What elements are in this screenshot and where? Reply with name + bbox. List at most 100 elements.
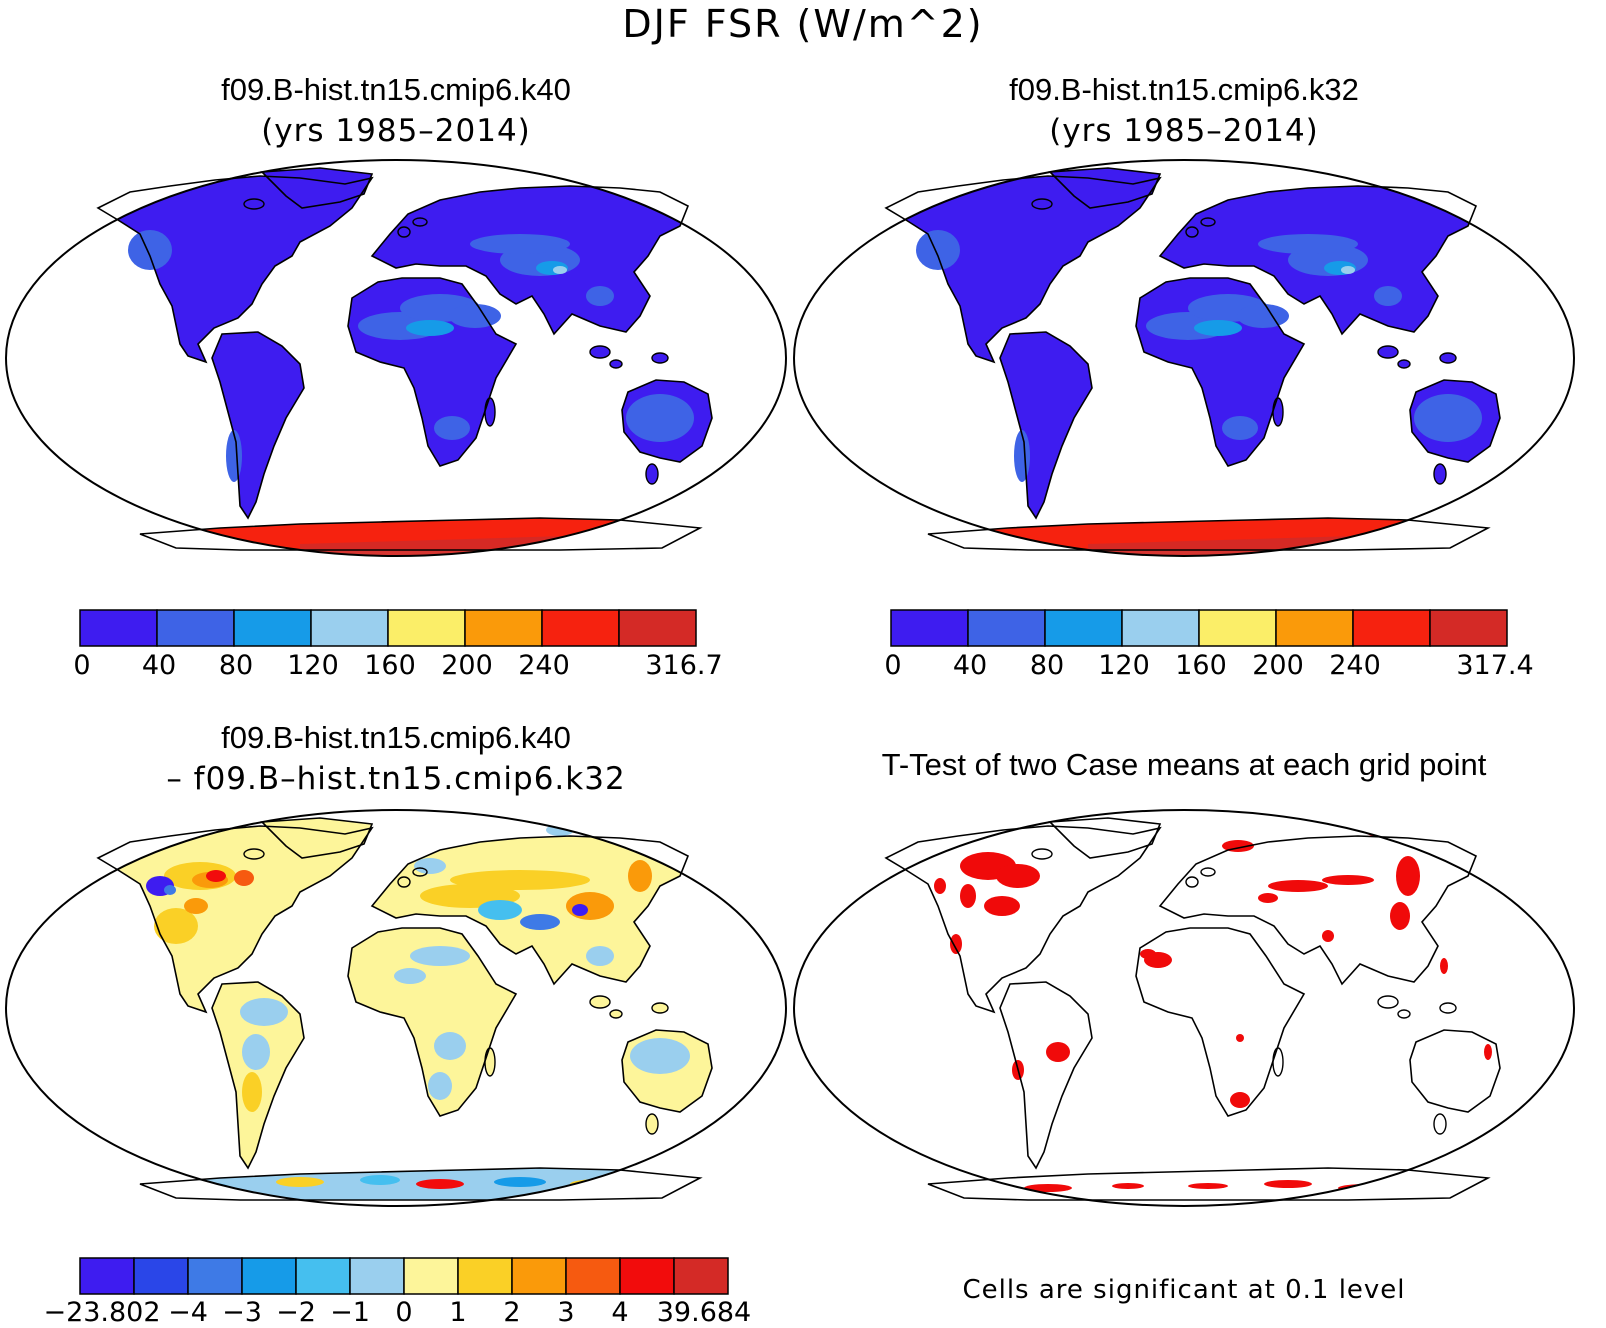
coastline-group xyxy=(96,817,713,1201)
island-coastline xyxy=(243,198,265,210)
colorbar-swatch xyxy=(1121,609,1200,647)
diff-patch xyxy=(414,858,446,874)
map-landmass-group xyxy=(98,818,712,1200)
diff-patch xyxy=(394,968,426,984)
land-southAmerica xyxy=(1000,332,1092,518)
significant-cell xyxy=(1236,1034,1244,1042)
diff-patch xyxy=(630,1038,690,1074)
coastline-southAmerica xyxy=(211,331,305,520)
island-coastline xyxy=(645,1113,659,1135)
island xyxy=(1440,353,1456,363)
island xyxy=(610,1010,622,1018)
map-landmass-group xyxy=(886,818,1500,1200)
island-coastline xyxy=(1185,876,1199,888)
colorbar-swatch xyxy=(619,1257,675,1295)
colorbar-swatch xyxy=(1198,609,1277,647)
colorbar-tick-label: −23.802 xyxy=(43,1297,161,1328)
colorbar-swatch xyxy=(890,609,969,647)
significant-cell xyxy=(996,864,1040,888)
colorbar-swatch xyxy=(241,1257,297,1295)
coastline-australia xyxy=(621,379,713,463)
colorbar-tick-label: 200 xyxy=(441,650,493,681)
colorbar-tick-label: 160 xyxy=(1175,650,1227,681)
island xyxy=(1201,218,1215,226)
island xyxy=(244,849,264,859)
island xyxy=(398,877,410,887)
map-panel2 xyxy=(793,159,1575,557)
diff-patch xyxy=(206,870,226,882)
diff-patch xyxy=(434,1032,466,1060)
colorbar-tick-label: 40 xyxy=(141,650,177,681)
diff-patch xyxy=(566,892,614,920)
island-coastline xyxy=(412,217,428,227)
significant-cell-antarctica xyxy=(1188,1183,1228,1189)
land-australia xyxy=(1410,1030,1500,1112)
island xyxy=(652,353,668,363)
colorbar-panel2 xyxy=(890,609,1508,647)
coastline-antarctica xyxy=(139,517,703,551)
island xyxy=(1378,996,1398,1008)
coastline-northAmerica xyxy=(884,825,1162,1014)
diff-antarctica-patch xyxy=(170,1182,230,1194)
panel2-title: f09.B-hist.tn15.cmip6.k32 xyxy=(1009,72,1359,107)
colorbar-swatch xyxy=(187,1257,243,1295)
colorbar-tick-label: −2 xyxy=(276,1297,316,1328)
coastline-africa xyxy=(1135,927,1306,1117)
island-coastline xyxy=(589,995,611,1009)
fsr-patch xyxy=(1237,304,1289,328)
significant-cell xyxy=(1396,856,1420,896)
island-coastline xyxy=(243,848,265,860)
colorbar-swatch xyxy=(310,609,389,647)
diff-patch xyxy=(410,946,470,966)
diff-patch xyxy=(586,946,614,966)
significant-cell xyxy=(1390,902,1410,930)
colorbar-swatch xyxy=(565,1257,621,1295)
fsr-patch xyxy=(586,286,614,306)
coastline-group xyxy=(884,817,1501,1201)
colorbar-swatch xyxy=(618,609,697,647)
fsr-patch xyxy=(1222,416,1258,440)
colorbar-tick-label: 120 xyxy=(1098,650,1150,681)
island xyxy=(398,227,410,237)
land-northAmerica xyxy=(98,176,372,362)
island-coastline xyxy=(397,226,411,238)
coastline-eurasia xyxy=(1158,835,1478,986)
colorbar-tick-label: 40 xyxy=(952,650,988,681)
colorbar-tick-label: 0 xyxy=(884,650,902,681)
colorbar-swatch xyxy=(673,1257,729,1295)
colorbar-swatch xyxy=(295,1257,351,1295)
coastline-africa xyxy=(347,277,518,467)
fsr-patch xyxy=(434,416,470,440)
significant-cell xyxy=(1440,958,1448,974)
colorbar-swatch xyxy=(1044,609,1123,647)
fsr-patch xyxy=(626,394,694,442)
figure-title: DJF FSR (W/m^2) xyxy=(622,2,984,46)
fsr-patch xyxy=(1258,234,1358,254)
coastline-africa xyxy=(1135,277,1306,467)
coastline-group xyxy=(884,167,1501,551)
island xyxy=(590,996,610,1008)
panel3-title: f09.B-hist.tn15.cmip6.k40 xyxy=(221,720,571,755)
colorbar-swatch xyxy=(403,1257,459,1295)
diff-antarctica-patch xyxy=(570,1179,630,1189)
island-coastline xyxy=(589,345,611,359)
land-northAmerica xyxy=(886,826,1160,1012)
island-coastline xyxy=(1377,995,1399,1009)
colorbar-swatch xyxy=(349,1257,405,1295)
colorbar-tick-label: 317.4 xyxy=(1456,650,1534,681)
coastline-eurasia xyxy=(370,185,690,336)
colorbar-swatch xyxy=(387,609,466,647)
colorbar-tick-label: 3 xyxy=(557,1297,575,1328)
island xyxy=(244,199,264,209)
coastline-antarctica xyxy=(139,1167,703,1201)
island xyxy=(1398,360,1410,368)
island xyxy=(646,464,658,484)
island-coastline xyxy=(609,359,623,369)
coastline-southAmerica xyxy=(999,981,1093,1170)
diff-patch xyxy=(628,860,652,892)
island-coastline xyxy=(1200,867,1216,877)
diff-patch xyxy=(184,898,208,914)
colorbar-panel2-labels: 0 40 80 120 160 200 240 317.4 xyxy=(884,650,1533,686)
fsr-patch xyxy=(226,430,242,482)
colorbar-tick-label: 80 xyxy=(1029,650,1065,681)
